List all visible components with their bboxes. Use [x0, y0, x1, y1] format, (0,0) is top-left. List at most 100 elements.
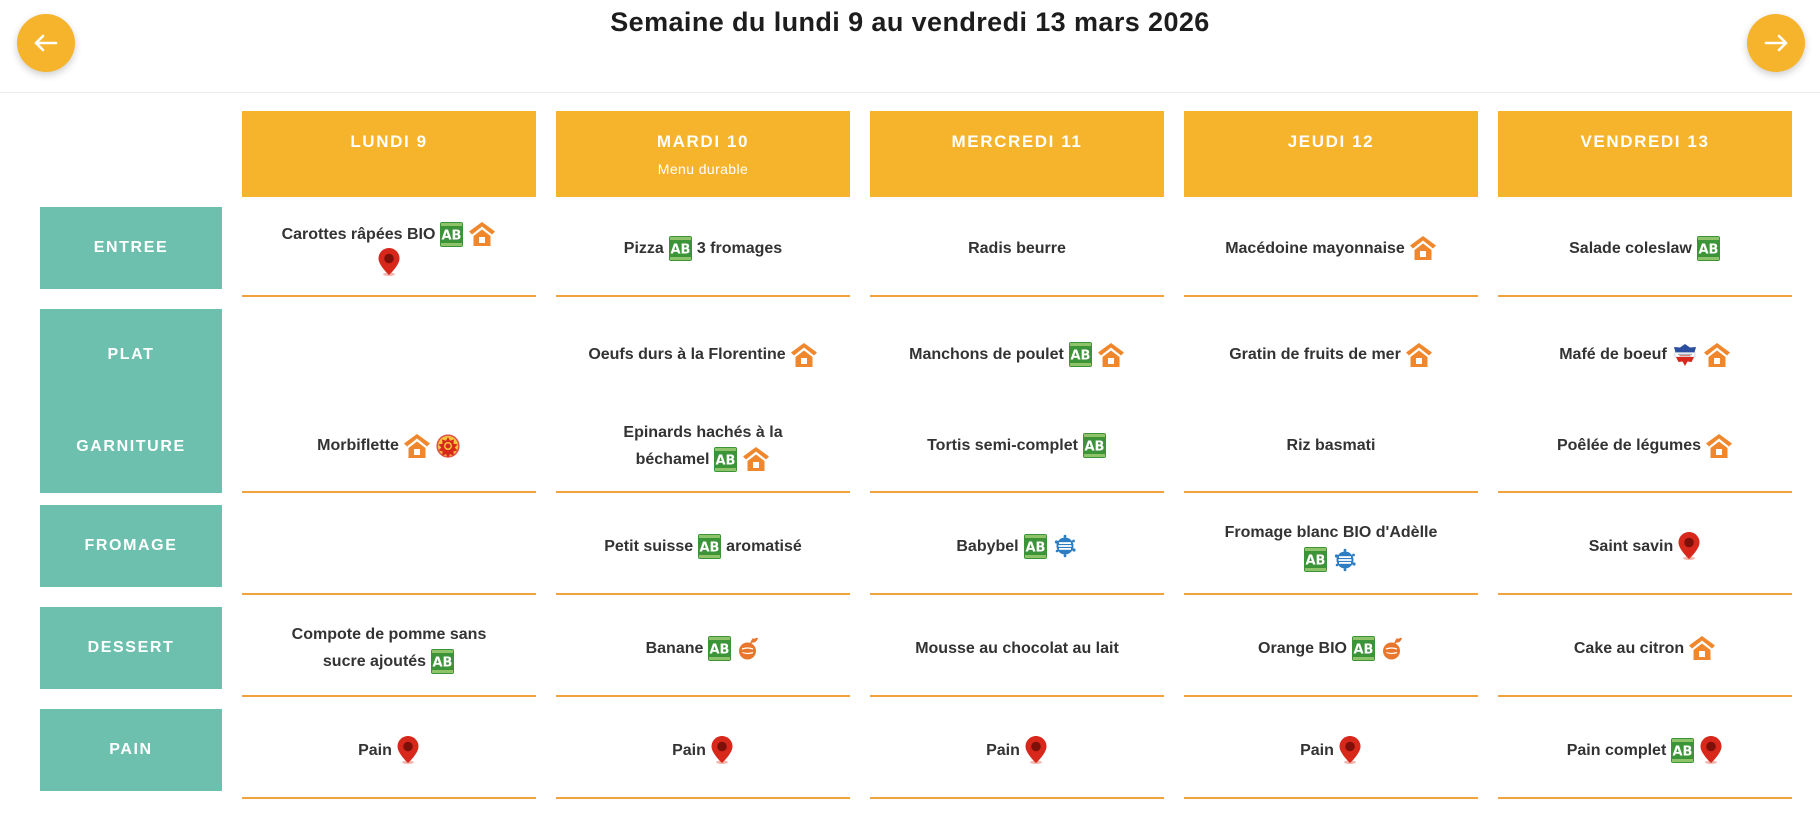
day-header-mercredi-11: MERCREDI 11 [870, 111, 1164, 197]
menu-item-text: Morbiflette [317, 437, 399, 455]
menu-item: Epinards hachés à la béchamel AB [621, 418, 784, 473]
plat-slot: Mafé de boeuf [1498, 309, 1792, 400]
menu-item-text: Radis beurre [968, 239, 1066, 257]
menu-item-text: Salade coleslaw [1569, 239, 1692, 257]
home-made-house-icon [1689, 636, 1716, 661]
garniture-slot: Riz basmati [1184, 400, 1478, 491]
row-label-text: FROMAGE [84, 537, 178, 554]
svg-text:AB: AB [433, 656, 453, 671]
local-product-pin-icon [397, 736, 419, 764]
plat-slot [242, 309, 536, 400]
ab-bio-icon: AB [1696, 235, 1720, 261]
svg-text:AB: AB [1673, 744, 1693, 759]
home-made-house-icon [1706, 433, 1733, 458]
menu-cell: Morbiflette [242, 309, 536, 493]
ab-bio-icon: AB [708, 635, 732, 661]
menu-item: Pizza AB 3 fromages [622, 234, 784, 261]
menu-item-text: Riz basmati [1286, 437, 1376, 455]
row-label-entree: ENTREE [40, 207, 222, 289]
menu-item: Macédoine mayonnaise [1223, 234, 1439, 261]
menu-item: Manchons de poulet AB [907, 341, 1127, 368]
arrow-right-icon [1764, 34, 1788, 52]
menu-item: Pain [356, 736, 422, 764]
home-made-house-icon [1703, 342, 1730, 367]
menu-item: Cake au citron [1572, 634, 1718, 661]
menu-item: Oeufs durs à la Florentine [586, 341, 819, 368]
home-made-house-icon [790, 342, 817, 367]
ab-bio-icon: AB [440, 221, 464, 247]
menu-item-text: Manchons de poulet [909, 346, 1064, 364]
menu-item: Orange BIO AB [1256, 634, 1406, 661]
svg-text:AB: AB [700, 540, 720, 555]
garniture-slot: Epinards hachés à la béchamel AB [556, 400, 850, 491]
ab-bio-icon: AB [1068, 342, 1092, 368]
local-product-pin-icon [1700, 736, 1722, 764]
menu-cell: Macédoine mayonnaise [1184, 207, 1478, 297]
previous-week-button[interactable] [17, 14, 75, 72]
title-bar: Semaine du lundi 9 au vendredi 13 mars 2… [0, 0, 1820, 93]
day-header-jeudi-12: JEUDI 12 [1184, 111, 1478, 197]
row-label-plat-garniture: PLAT GARNITURE [40, 309, 222, 493]
menu-item: Compote de pomme sans sucre ajoutés AB [290, 621, 489, 676]
home-made-house-icon [403, 433, 430, 458]
menu-item: Petit suisse AB aromatisé [602, 532, 804, 559]
menu-item-text: béchamel [635, 450, 710, 468]
menu-row-fromage: FROMAGE Petit suisse AB aromatisé Babybel AB F… [40, 505, 1820, 595]
row-label-fromage: FROMAGE [40, 505, 222, 587]
svg-text:AB: AB [1353, 642, 1373, 657]
menu-item: Babybel AB [954, 532, 1079, 559]
day-label: LUNDI 9 [350, 132, 428, 151]
menu-item: Mafé de boeuf [1557, 341, 1733, 368]
menu-item-text: Fromage blanc BIO d'Adèlle [1224, 524, 1438, 542]
ab-bio-icon: AB [698, 533, 722, 559]
menu-cell: Salade coleslaw AB [1498, 207, 1792, 297]
menu-item: Pain [670, 736, 736, 764]
ab-bio-icon: AB [1351, 635, 1375, 661]
menu-item: Salade coleslaw AB [1567, 234, 1723, 261]
menu-cell: Oeufs durs à la Florentine Epinards haché… [556, 309, 850, 493]
milk-splash-icon [1333, 548, 1357, 572]
ab-bio-icon: AB [431, 649, 455, 675]
menu-item: Carottes râpées BIO AB [280, 220, 499, 276]
menu-item-text: Macédoine mayonnaise [1225, 239, 1405, 257]
day-label: MERCREDI 11 [951, 132, 1083, 151]
menu-cell: Orange BIO AB [1184, 607, 1478, 697]
next-week-button[interactable] [1747, 14, 1805, 72]
row-label-pain: PAIN [40, 709, 222, 791]
arrow-left-icon [34, 34, 58, 52]
menu-item: Pain [1298, 736, 1364, 764]
menu-cell: Carottes râpées BIO AB [242, 207, 536, 297]
svg-text:AB: AB [1084, 440, 1104, 455]
menu-item-text: sucre ajoutés [322, 653, 427, 671]
home-made-house-icon [743, 447, 770, 472]
menu-item: Pain [984, 736, 1050, 764]
menu-item: Morbiflette [315, 432, 463, 459]
menu-cell: Petit suisse AB aromatisé [556, 505, 850, 595]
menu-item: Riz basmati [1285, 432, 1378, 459]
menu-item-text: Babybel [956, 537, 1019, 555]
menu-item-text: Saint savin [1588, 537, 1674, 555]
svg-text:AB: AB [710, 642, 730, 657]
milk-splash-icon [1053, 534, 1077, 558]
menu-item-text: Cake au citron [1573, 639, 1685, 657]
local-product-pin-icon [378, 247, 400, 276]
menu-row-pain: PAIN Pain Pain Pain Pain Pain complet AB [40, 709, 1820, 799]
menu-row-dessert: DESSERT Compote de pomme sans sucre ajouté… [40, 607, 1820, 697]
fruit-de-france-icon [1381, 636, 1403, 660]
menu-item: Mousse au chocolat au lait [913, 634, 1121, 661]
menu-cell: Babybel AB [870, 505, 1164, 595]
local-product-pin-icon [711, 736, 733, 764]
menu-item-text: Mafé de boeuf [1559, 346, 1667, 364]
menu-cell: Pizza AB 3 fromages [556, 207, 850, 297]
home-made-house-icon [1097, 342, 1124, 367]
menu-cell: Gratin de fruits de mer Riz basmati [1184, 309, 1478, 493]
menu-item-text: Poêlée de légumes [1556, 437, 1702, 455]
row-label-dessert: DESSERT [40, 607, 222, 689]
garniture-slot: Morbiflette [242, 400, 536, 491]
menu-cell: Pain [870, 709, 1164, 799]
menu-cell: Radis beurre [870, 207, 1164, 297]
menu-cell: Pain [556, 709, 850, 799]
day-header-vendredi-13: VENDREDI 13 [1498, 111, 1792, 197]
aop-badge-icon [436, 434, 460, 458]
row-label-text: PAIN [109, 741, 153, 758]
